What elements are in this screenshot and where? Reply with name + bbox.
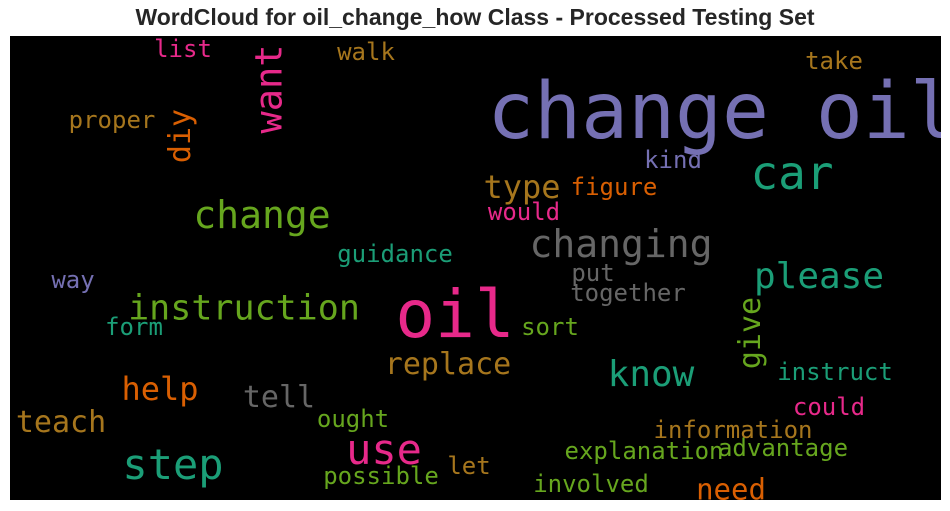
word-sort: sort: [521, 313, 579, 341]
word-help: help: [121, 370, 199, 408]
word-tell: tell: [242, 380, 316, 415]
word-teach: teach: [15, 405, 107, 440]
word-need: need: [696, 472, 766, 500]
word-change-oil: change oil: [487, 67, 941, 157]
word-ought: ought: [316, 405, 390, 433]
word-put: put: [571, 259, 615, 287]
word-changing: changing: [529, 222, 713, 266]
word-oil: oil: [395, 276, 515, 353]
word-walk: walk: [337, 38, 395, 66]
word-could: could: [792, 393, 866, 421]
word-possible: possible: [323, 462, 439, 490]
word-instruct: instruct: [777, 358, 893, 386]
word-know: know: [607, 354, 695, 395]
word-take: take: [805, 47, 863, 75]
word-form: form: [105, 313, 163, 341]
word-way: way: [51, 266, 95, 294]
word-type: type: [483, 168, 561, 206]
word-want: want: [247, 44, 291, 134]
word-replace: replace: [384, 347, 512, 382]
word-use: use: [346, 425, 422, 474]
word-instruction: instruction: [128, 288, 360, 329]
word-proper: proper: [68, 106, 156, 134]
word-advantage: advantage: [717, 434, 849, 462]
word-list: list: [154, 36, 212, 63]
chart-title: WordCloud for oil_change_how Class - Pro…: [135, 4, 815, 30]
word-figure: figure: [570, 173, 658, 201]
word-give: give: [733, 296, 768, 370]
word-guidance: guidance: [337, 240, 453, 268]
wordcloud-canvas: change oil oil car step use change changing wan…: [10, 36, 941, 500]
word-explanation: explanation: [564, 437, 724, 465]
word-please: please: [753, 256, 885, 297]
word-diy: diy: [163, 108, 198, 164]
word-step: step: [122, 440, 224, 489]
word-would: would: [487, 198, 561, 226]
word-involved: involved: [533, 470, 649, 498]
word-together: together: [570, 279, 686, 307]
word-information: information: [653, 416, 813, 444]
word-let: let: [447, 452, 491, 480]
word-change: change: [193, 193, 331, 237]
word-kind: kind: [644, 146, 702, 174]
word-car: car: [750, 146, 834, 200]
